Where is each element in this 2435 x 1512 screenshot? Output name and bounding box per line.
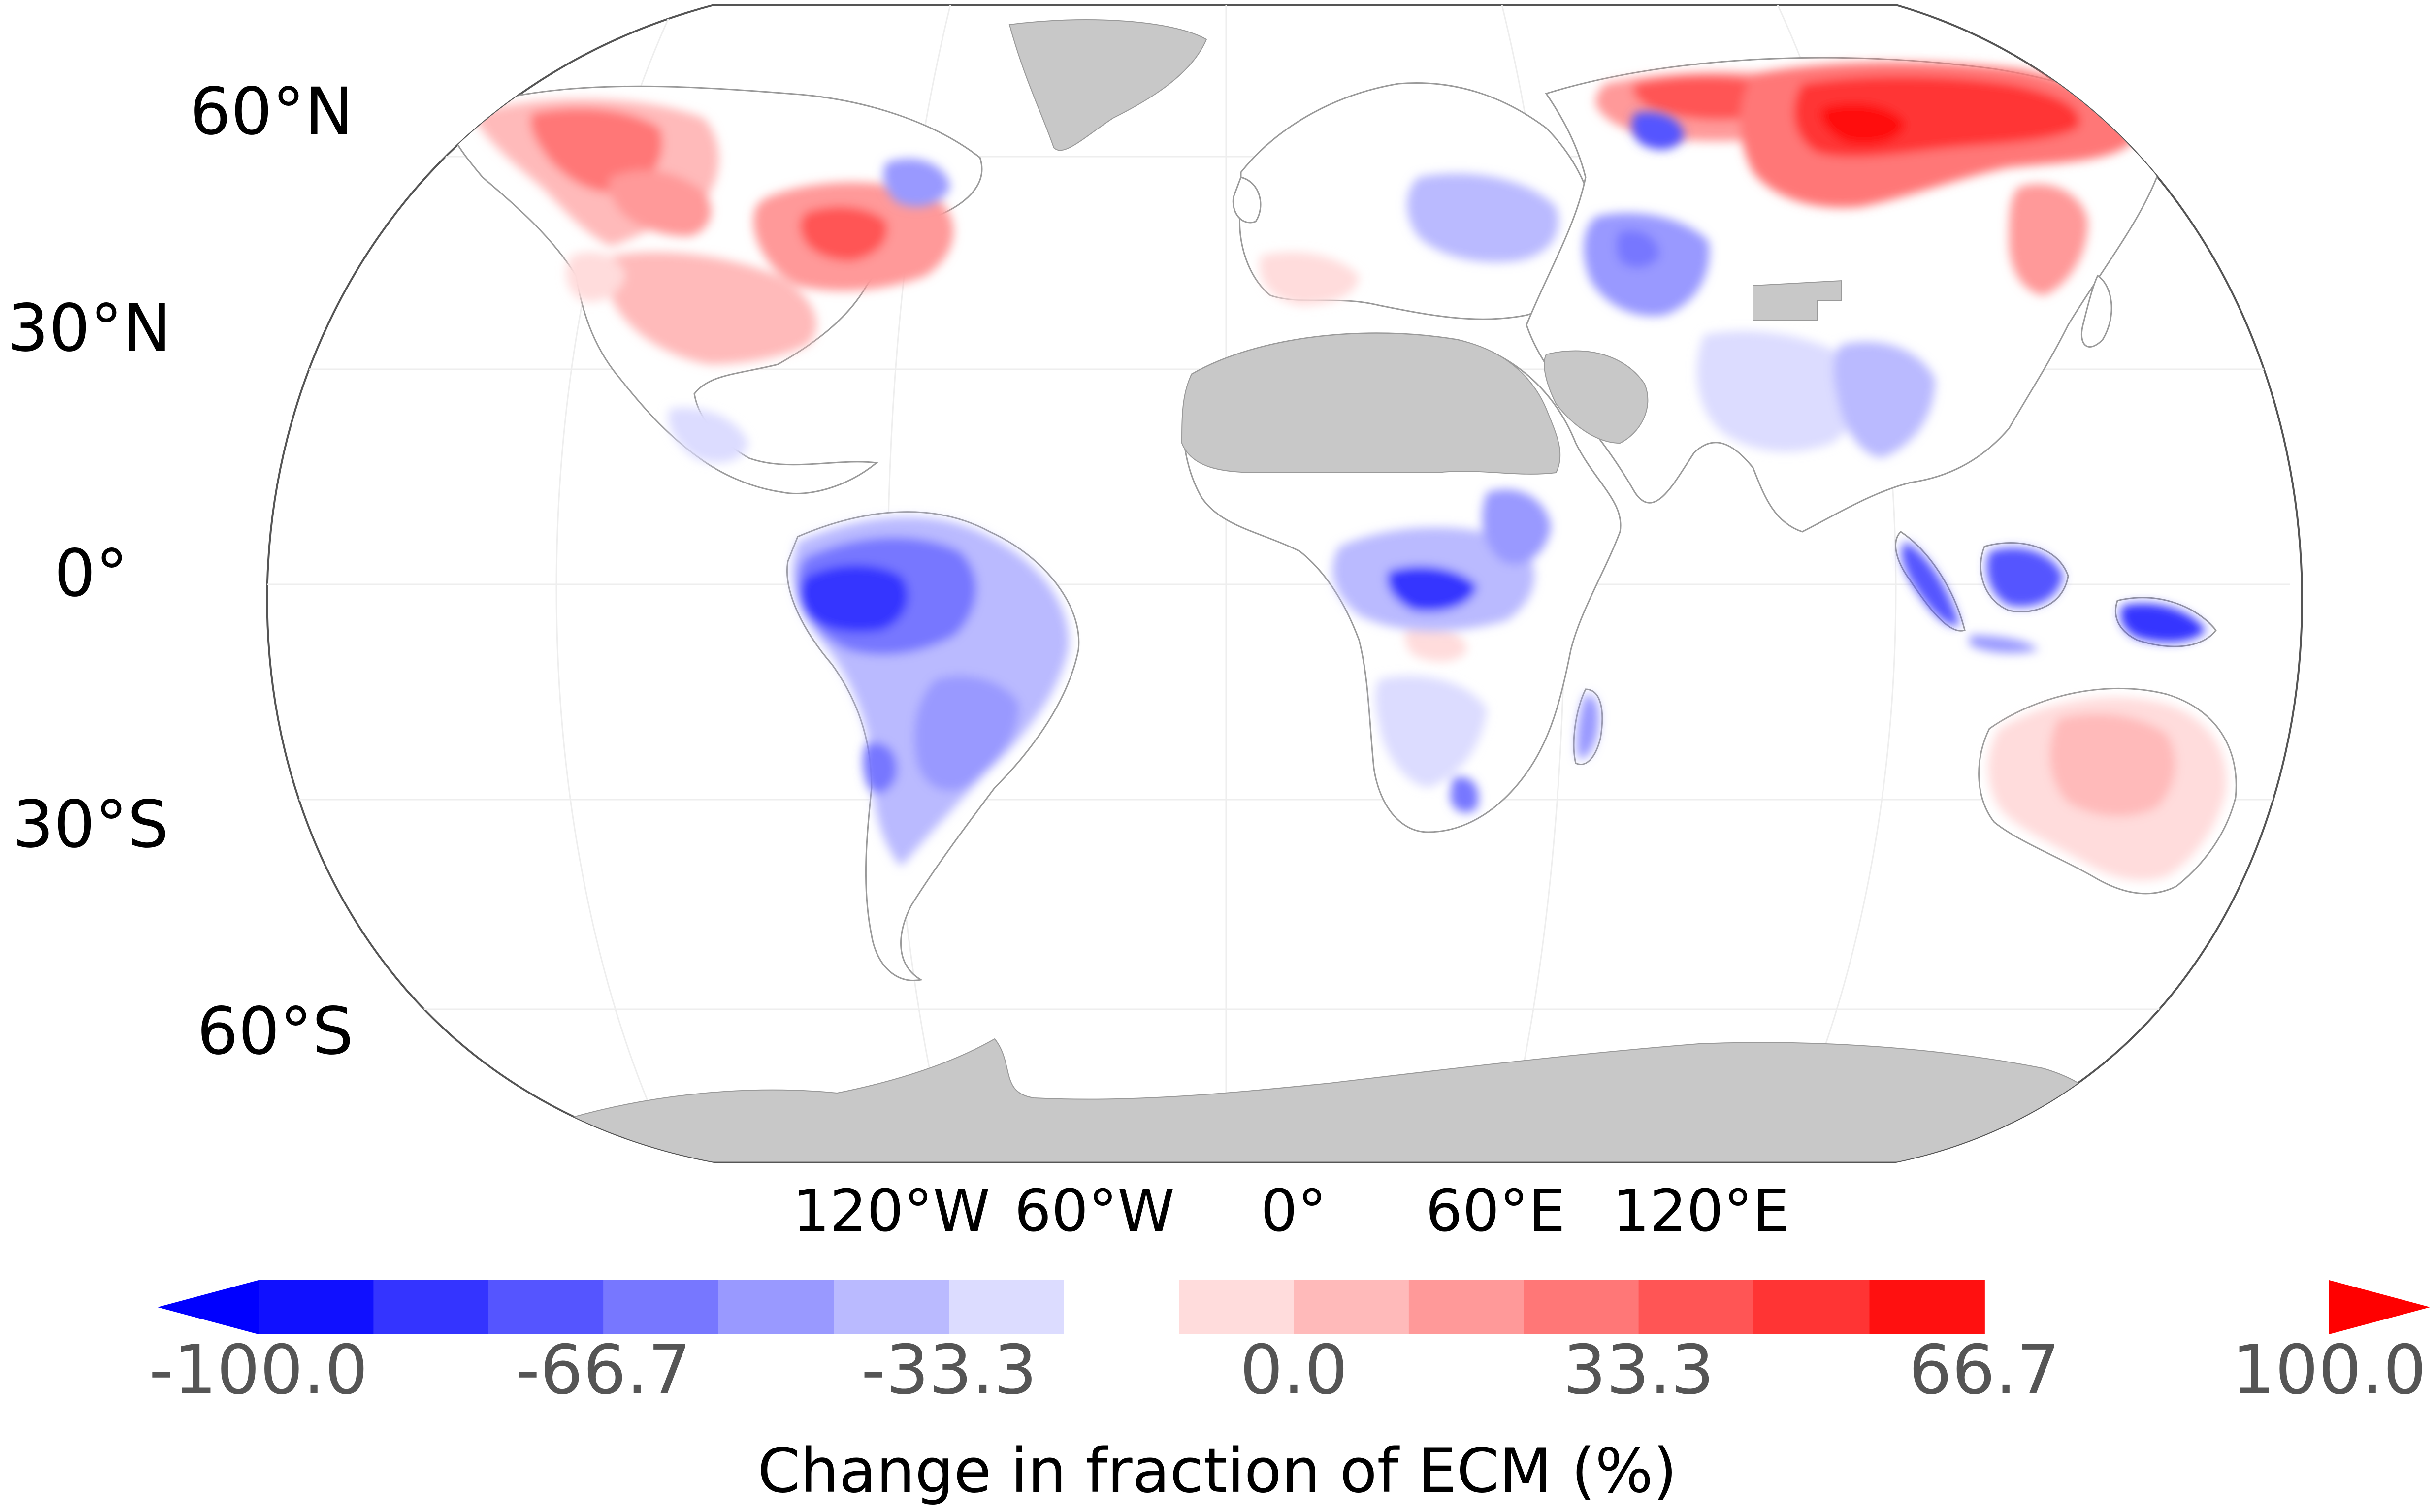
anomaly-chaco (863, 742, 897, 794)
lat-labels: 60°N 30°N 0° 30°S 60°S (7, 74, 354, 1069)
colorbar-ticks: -100.0 -66.7 -33.3 0.0 33.3 66.7 100.0 (149, 1330, 2427, 1410)
anomaly-ne-asia (2009, 184, 2088, 295)
anomaly-w-siberia-core (1633, 76, 1777, 120)
lat-label-30n: 30°N (7, 290, 171, 366)
colorbar-bin-12 (1638, 1280, 1754, 1334)
colorbar-bin-11 (1524, 1280, 1639, 1334)
lon-label-0: 0° (1261, 1177, 1327, 1245)
anomaly-congo-core (1387, 566, 1477, 612)
colorbar-extend-high (2329, 1280, 2430, 1334)
colorbar-bin-13 (1753, 1280, 1870, 1334)
anomaly-east-africa (1482, 489, 1551, 565)
colorbar-tick-label: -100.0 (149, 1330, 368, 1410)
colorbar-bin-6 (949, 1280, 1065, 1334)
colorbar-bin-3 (603, 1280, 719, 1334)
anomaly-caspian (1616, 230, 1659, 268)
colorbar-bin-4 (718, 1280, 835, 1334)
anomaly-sumatra (1901, 542, 1960, 626)
anomaly-java (1970, 635, 2039, 653)
colorbar-bin-7 (1064, 1280, 1180, 1334)
colorbar-tick-label: -66.7 (516, 1330, 691, 1410)
lon-label-60e: 60°E (1426, 1177, 1565, 1245)
anomaly-e-brazil (914, 676, 1019, 791)
tibet-nodata (1753, 280, 1842, 321)
lon-labels: 120°W 60°W 0° 60°E 120°E (793, 1177, 1789, 1245)
lon-label-120w: 120°W (793, 1177, 990, 1245)
anomaly-se-asia (1833, 341, 1935, 458)
anomaly-urals (1631, 112, 1684, 150)
colorbar-title: Change in fraction of ECM (%) (757, 1436, 1677, 1507)
anomaly-new-guinea (2120, 603, 2206, 643)
antarctica (571, 1038, 2118, 1162)
positive-anomalies (473, 62, 2227, 881)
colorbar-tick-label: 100.0 (2232, 1330, 2426, 1410)
anomaly-s-africa (1375, 676, 1487, 788)
anomaly-africa-south (1405, 624, 1467, 662)
lat-label-30s: 30°S (12, 787, 169, 863)
sahara (1181, 332, 1561, 475)
lat-label-0: 0° (54, 536, 128, 611)
lat-label-60s: 60°S (197, 994, 354, 1069)
lon-label-60w: 60°W (1014, 1177, 1175, 1245)
colorbar-bin-10 (1408, 1280, 1525, 1334)
colorbar-bin-8 (1179, 1280, 1295, 1334)
anomaly-europe-south (1260, 252, 1359, 305)
japan (2080, 274, 2112, 348)
colorbar-bin-2 (488, 1280, 604, 1334)
colorbar-tick-label: 66.7 (1909, 1330, 2060, 1410)
anomaly-us-dots (566, 252, 625, 302)
colorbar-extend-low (158, 1280, 259, 1334)
colorbar-tick-label: 0.0 (1240, 1330, 1348, 1410)
colorbar-tick-label: 33.3 (1563, 1330, 1714, 1410)
lon-label-120e: 120°E (1613, 1177, 1789, 1245)
anomaly-rockies (609, 170, 712, 236)
colorbar-bin-14 (1869, 1280, 1985, 1334)
anomaly-eastern-us (607, 252, 816, 364)
anomaly-quebec-core (800, 206, 887, 261)
colorbar-bin-1 (373, 1280, 489, 1334)
anomaly-australia-core (2049, 714, 2175, 817)
anomaly-amazon-core (800, 565, 909, 632)
arabia (1544, 350, 1649, 444)
anomaly-s-africa-core (1450, 777, 1479, 813)
colorbar-bin-9 (1294, 1280, 1409, 1334)
anomaly-madagascar (1577, 694, 1599, 759)
colorbar-tick-label: -33.3 (861, 1330, 1037, 1410)
uk (1232, 176, 1262, 224)
anomaly-central-america (668, 408, 748, 463)
anomaly-hudson-blue (883, 159, 950, 207)
lat-label-60n: 60°N (190, 74, 354, 150)
colorbar (158, 1280, 2430, 1334)
anomaly-south-asia (1696, 331, 1862, 452)
colorbar-bin-5 (834, 1280, 950, 1334)
colorbar-bin-0 (259, 1280, 374, 1334)
no-data-land (571, 19, 2118, 1162)
anomaly-borneo (1986, 547, 2063, 607)
anomaly-e-europe (1407, 173, 1559, 262)
greenland (1008, 19, 1207, 151)
anomaly-e-siberia-core (1820, 103, 1906, 145)
